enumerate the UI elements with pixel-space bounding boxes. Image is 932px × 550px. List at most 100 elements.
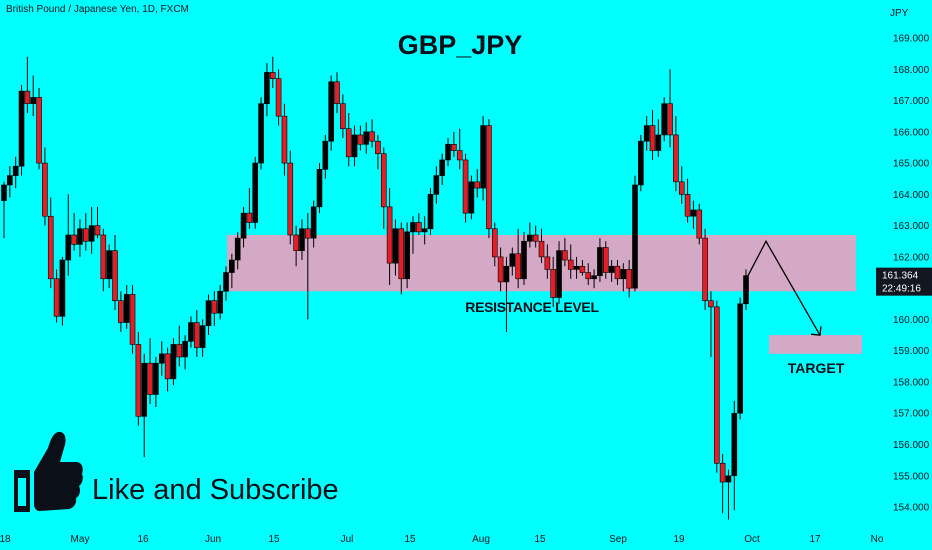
candle-body: [462, 159, 469, 214]
candle-body: [713, 306, 720, 464]
candle-body: [661, 103, 668, 136]
candle-body: [491, 228, 498, 258]
y-tick-label: 162.000: [893, 252, 930, 263]
candle-body: [608, 265, 615, 273]
x-axis: 18 May 16 Jun 15 Jul 15 Aug 15 Sep 19 Oct 17 No: [0, 534, 884, 545]
candle-body: [135, 344, 142, 417]
y-tick-label: 160.000: [893, 315, 930, 326]
candle-body: [106, 250, 112, 280]
candle-body: [287, 162, 294, 236]
candle-body: [316, 169, 323, 208]
x-tick-label: 17: [809, 534, 821, 545]
candle-body: [199, 325, 206, 348]
candle-body: [737, 303, 743, 414]
candle-body: [205, 300, 212, 326]
candle-body: [299, 228, 305, 251]
candle-body: [71, 234, 77, 245]
candle-body: [357, 134, 364, 145]
candle-body: [264, 72, 270, 104]
candle-body: [18, 90, 25, 167]
candle-body: [439, 159, 445, 176]
currency-label: JPY: [890, 8, 909, 19]
x-tick-label: Jun: [205, 534, 221, 545]
candle-body: [100, 234, 107, 280]
candle-body: [340, 103, 346, 129]
candle-body: [229, 259, 235, 273]
last-price-value: 161.364: [882, 271, 919, 282]
candle-body: [673, 134, 679, 183]
candle-body: [456, 150, 463, 161]
x-tick-label: Oct: [744, 534, 760, 545]
x-tick-label: No: [871, 534, 884, 545]
candle-body: [404, 231, 410, 280]
candles-layer: [1, 56, 749, 520]
candle-body: [626, 269, 632, 289]
candle-body: [380, 153, 387, 208]
candle-body: [223, 272, 229, 292]
candle-body: [328, 81, 334, 142]
y-tick-label: 164.000: [893, 190, 930, 201]
candle-body: [88, 225, 95, 242]
candle-body: [59, 259, 66, 317]
candle-body: [678, 181, 685, 195]
candle-body: [118, 300, 124, 323]
candle-body: [474, 181, 481, 189]
candle-body: [719, 462, 726, 483]
candle-body: [305, 228, 311, 239]
candle-body: [147, 362, 153, 395]
candle-body: [433, 175, 440, 195]
like-subscribe-text: Like and Subscribe: [92, 474, 339, 506]
candle-body: [550, 269, 556, 298]
candle-body: [36, 97, 42, 164]
candle-body: [258, 103, 264, 164]
candle-body: [94, 225, 101, 236]
countdown-value: 22:49:16: [882, 284, 921, 295]
x-tick-label: Jul: [341, 534, 354, 545]
candle-body: [421, 228, 428, 233]
projection-line: [747, 239, 821, 336]
candle-body: [614, 265, 621, 280]
candle-body: [573, 265, 580, 270]
candle-body: [445, 144, 451, 161]
candle-body: [503, 265, 510, 283]
zones-layer: [227, 235, 862, 354]
candle-body: [77, 228, 83, 245]
candle-body: [591, 275, 597, 280]
candle-body: [334, 81, 340, 104]
candle-body: [293, 234, 299, 251]
y-tick-label: 168.000: [893, 65, 930, 76]
x-tick-label: May: [71, 534, 90, 545]
y-tick-label: 165.000: [893, 159, 930, 170]
candle-body: [655, 134, 662, 151]
symbol-info: British Pound / Japanese Yen, 1D, FXCM: [6, 4, 189, 15]
y-tick-label: 166.000: [893, 127, 930, 138]
candle-body: [369, 131, 375, 142]
y-tick-label: 163.000: [893, 221, 930, 232]
candle-body: [47, 215, 54, 280]
candle-body: [427, 194, 434, 230]
candle-body: [538, 240, 545, 258]
candle-body: [141, 362, 148, 417]
candle-body: [42, 162, 48, 217]
candle-body: [690, 209, 697, 217]
candle-body: [562, 250, 568, 261]
thumbs-up-icon: [10, 428, 84, 523]
annotation-labels: RESISTANCE LEVEL TARGET: [465, 299, 844, 376]
candle-body: [194, 322, 200, 348]
resistance-level-label: RESISTANCE LEVEL: [465, 299, 599, 315]
candle-body: [649, 125, 656, 151]
candle-body: [725, 475, 732, 483]
candle-body: [696, 209, 703, 239]
x-tick-label: Sep: [609, 534, 627, 545]
candle-body: [585, 272, 592, 280]
y-tick-label: 158.000: [893, 377, 930, 388]
candle-body: [310, 206, 317, 239]
y-tick-label: 154.000: [893, 503, 930, 514]
candle-body: [638, 140, 644, 186]
candle-body: [386, 206, 393, 264]
candle-body: [129, 294, 136, 345]
candle-body: [375, 140, 381, 154]
x-tick-label: 18: [0, 534, 11, 545]
y-tick-label: 157.000: [893, 409, 930, 420]
